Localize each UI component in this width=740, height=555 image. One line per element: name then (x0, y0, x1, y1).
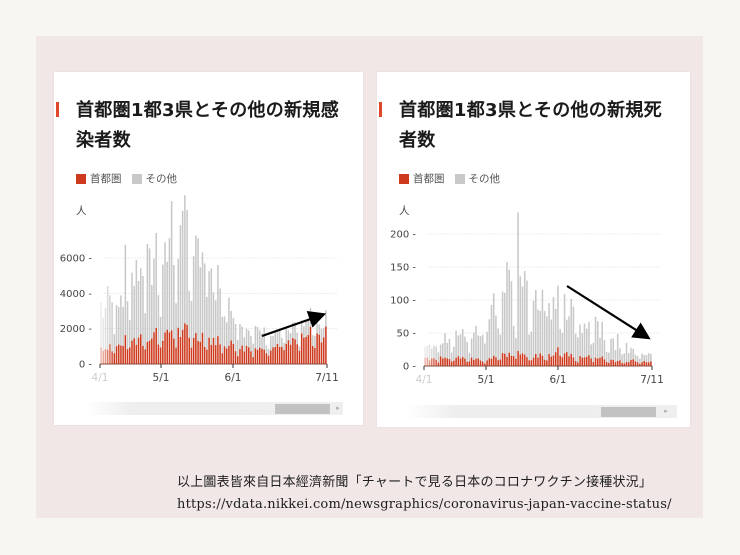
svg-text:0 -: 0 - (79, 360, 93, 371)
legend-swatch-gray-icon (131, 173, 142, 184)
legend-swatch-gray-icon (454, 173, 465, 184)
chart-legend: 首都圏 その他 (76, 171, 183, 186)
legend-label: 首都圏 (90, 173, 122, 185)
trend-arrow-icon (261, 311, 327, 338)
y-axis-unit: 人 (399, 205, 410, 217)
chart-title: 首都圏1都3県とその他の新規感染者数 (76, 100, 340, 151)
svg-text:6/1: 6/1 (225, 372, 242, 384)
svg-text:150 -: 150 - (390, 263, 416, 274)
svg-text:7/11: 7/11 (315, 372, 339, 384)
svg-text:7/11: 7/11 (640, 374, 664, 386)
svg-text:6/1: 6/1 (550, 374, 567, 386)
legend-swatch-red-icon (76, 173, 86, 184)
title-accent-bar (56, 102, 59, 117)
source-caption: 以上圖表皆來自日本經濟新聞「チャートで見る日本のコロナワクチン接種状況」 htt… (177, 472, 672, 516)
legend-label: その他 (145, 173, 178, 185)
svg-text:50 -: 50 - (396, 329, 416, 340)
legend-swatch-red-icon (399, 173, 409, 184)
infections-chart-card: 首都圏1都3県とその他の新規感染者数 首都圏 その他 人 6000 - 4000 … (54, 72, 363, 425)
y-axis-unit: 人 (76, 205, 87, 217)
scrollbar-thumb[interactable] (601, 407, 656, 417)
trend-arrow-icon (566, 285, 651, 340)
svg-text:0 -: 0 - (403, 362, 417, 373)
legend-item-other[interactable]: その他 (454, 171, 501, 186)
title-accent-bar (379, 102, 382, 117)
svg-text:5/1: 5/1 (153, 372, 170, 384)
legend-item-other[interactable]: その他 (131, 171, 178, 186)
infections-bar-chart[interactable]: 6000 - 4000 - 2000 - 0 -4/1 5/1 6/1 7/11 (54, 72, 363, 402)
legend-item-metro[interactable]: 首都圏 (76, 171, 122, 186)
svg-text:200 -: 200 - (390, 230, 416, 241)
legend-item-metro[interactable]: 首都圏 (399, 171, 445, 186)
chart-legend: 首都圏 その他 (399, 171, 506, 186)
svg-text:4/1: 4/1 (92, 372, 109, 384)
deaths-chart-card: 首都圏1都3県とその他の新規死者数 首都圏 その他 人 200 - 150 - 10… (377, 72, 690, 427)
caption-line: 以上圖表皆來自日本經濟新聞「チャートで見る日本のコロナワクチン接種状況」 (177, 475, 653, 490)
svg-text:100 -: 100 - (390, 296, 416, 307)
svg-text:2000 -: 2000 - (60, 324, 93, 335)
legend-label: 首都圏 (413, 173, 445, 185)
chart-scrollbar[interactable]: ▸ (407, 405, 677, 418)
scroll-right-arrow-icon[interactable]: ▸ (664, 407, 668, 415)
chart-title: 首都圏1都3県とその他の新規死者数 (399, 100, 663, 151)
scroll-right-arrow-icon[interactable]: ▸ (336, 404, 340, 412)
scrollbar-thumb[interactable] (275, 404, 330, 414)
svg-text:4000 -: 4000 - (60, 289, 93, 300)
svg-text:6000 -: 6000 - (60, 254, 93, 265)
chart-scrollbar[interactable]: ▸ (85, 402, 343, 415)
source-url[interactable]: https://vdata.nikkei.com/newsgraphics/co… (177, 497, 672, 512)
svg-text:4/1: 4/1 (416, 374, 433, 386)
svg-text:5/1: 5/1 (478, 374, 495, 386)
legend-label: その他 (468, 173, 501, 185)
deaths-bar-chart[interactable]: 200 - 150 - 100 - 50 - 0 -4/1 5/1 6/1 7/11 (377, 72, 690, 402)
